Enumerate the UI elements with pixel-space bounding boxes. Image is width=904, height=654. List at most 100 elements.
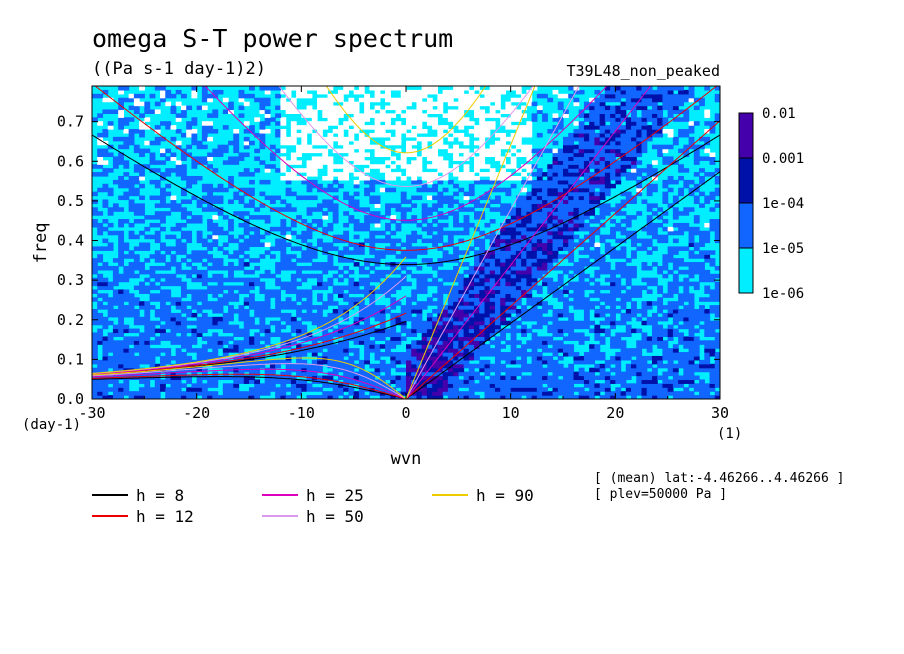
heatmap-cell <box>249 277 255 283</box>
heatmap-cell <box>118 297 124 302</box>
heatmap-cell <box>594 195 601 201</box>
heatmap-cell <box>489 234 496 240</box>
heatmap-cell <box>180 215 187 220</box>
heatmap-cell <box>552 222 559 228</box>
heatmap-cell <box>353 191 360 197</box>
heatmap-cell <box>474 297 480 302</box>
heatmap-cell <box>379 250 386 255</box>
heatmap-cell <box>358 246 365 251</box>
heatmap-cell <box>395 355 402 361</box>
heatmap-cell <box>510 336 517 341</box>
heatmap-cell <box>317 348 323 353</box>
heatmap-cell <box>563 140 569 146</box>
heatmap-cell <box>432 320 438 326</box>
heatmap-cell <box>426 316 433 322</box>
heatmap-cell <box>207 222 213 228</box>
heatmap-cell <box>149 355 156 361</box>
heatmap-cell <box>442 332 449 337</box>
heatmap-cell <box>343 348 350 353</box>
heatmap-cell <box>358 316 365 322</box>
heatmap-cell <box>97 320 104 326</box>
heatmap-cell <box>589 140 595 146</box>
heatmap-cell <box>583 305 590 310</box>
heatmap-cell <box>421 277 428 283</box>
heatmap-cell <box>149 269 156 275</box>
heatmap-cell <box>128 183 135 189</box>
heatmap-cell <box>594 352 601 357</box>
heatmap-cell <box>552 395 559 399</box>
heatmap-cell <box>437 203 444 208</box>
heatmap-cell <box>327 242 334 248</box>
heatmap-cell <box>500 312 507 318</box>
heatmap-cell <box>217 301 224 306</box>
heatmap-cell <box>222 148 229 154</box>
heatmap-cell <box>604 277 611 283</box>
heatmap-cell <box>112 297 119 302</box>
heatmap-cell <box>139 332 145 337</box>
heatmap-cell <box>683 316 690 322</box>
heatmap-cell <box>97 273 104 279</box>
heatmap-cell <box>301 359 308 365</box>
heatmap-cell <box>552 168 559 173</box>
heatmap-cell <box>269 293 276 298</box>
heatmap-cell <box>484 316 491 322</box>
heatmap-cell <box>264 328 271 334</box>
heatmap-cell <box>191 277 198 283</box>
heatmap-cell <box>259 281 266 287</box>
heatmap-cell <box>636 168 643 173</box>
heatmap-cell <box>212 340 219 345</box>
heatmap-cell <box>238 187 245 193</box>
heatmap-cell <box>547 242 554 248</box>
heatmap-cell <box>118 207 124 212</box>
heatmap-cell <box>542 254 548 259</box>
heatmap-cell <box>646 375 653 381</box>
heatmap-cell <box>92 395 98 399</box>
heatmap-cell <box>322 211 329 216</box>
heatmap-cell <box>494 375 501 381</box>
heatmap-cell <box>233 148 240 154</box>
heatmap-cell <box>468 387 475 392</box>
heatmap-cell <box>437 359 444 365</box>
heatmap-cell <box>160 336 166 341</box>
heatmap-cell <box>311 250 318 255</box>
heatmap-cell <box>604 301 611 306</box>
heatmap-cell <box>406 172 412 177</box>
heatmap-cell <box>594 289 601 294</box>
heatmap-cell <box>217 363 224 369</box>
heatmap-cell <box>358 383 365 388</box>
heatmap-cell <box>589 320 595 326</box>
heatmap-cell <box>615 367 622 373</box>
heatmap-cell <box>139 172 145 177</box>
heatmap-cell <box>615 211 622 216</box>
heatmap-cell <box>238 265 245 271</box>
heatmap-cell <box>678 211 684 216</box>
heatmap-cell <box>531 391 538 396</box>
heatmap-cell <box>688 324 695 330</box>
heatmap-cell <box>364 320 370 326</box>
heatmap-cell <box>353 316 360 322</box>
heatmap-cell <box>259 285 266 291</box>
heatmap-cell <box>458 301 465 306</box>
heatmap-cell <box>489 387 496 392</box>
heatmap-cell <box>118 324 124 330</box>
heatmap-cell <box>421 219 428 224</box>
heatmap-cell <box>165 309 172 314</box>
heatmap-cell <box>285 312 292 318</box>
heatmap-cell <box>578 262 585 267</box>
heatmap-cell <box>594 375 601 381</box>
heatmap-cell <box>160 324 166 330</box>
heatmap-cell <box>610 269 616 275</box>
heatmap-cell <box>233 309 240 314</box>
heatmap-cell <box>369 348 376 353</box>
heatmap-cell <box>217 187 224 193</box>
heatmap-cell <box>212 238 219 244</box>
heatmap-cell <box>311 273 318 279</box>
heatmap-cell <box>306 332 313 337</box>
heatmap-cell <box>243 395 250 399</box>
heatmap-cell <box>149 332 156 337</box>
heatmap-cell <box>531 367 538 373</box>
heatmap-cell <box>369 164 376 169</box>
heatmap-cell <box>714 305 720 310</box>
heatmap-cell <box>646 316 653 322</box>
heatmap-cell <box>453 183 459 189</box>
